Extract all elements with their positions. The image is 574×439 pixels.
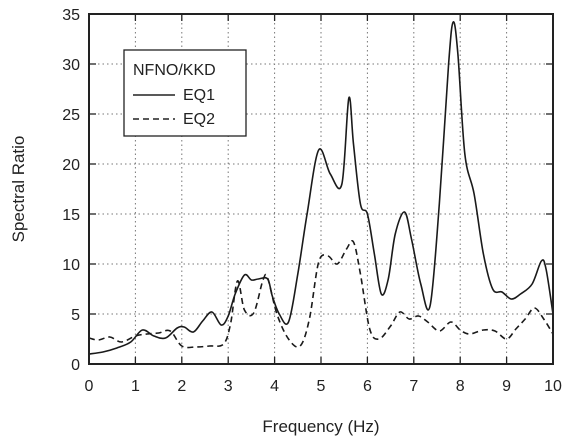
x-tick-label: 7: [409, 378, 418, 395]
legend-box: [123, 49, 247, 137]
series-layer: [88, 21, 554, 355]
y-axis-label: Spectral Ratio: [9, 136, 28, 243]
legend: NFNO/KKD EQ1 EQ2: [123, 49, 247, 137]
x-tick-label: 4: [270, 378, 279, 395]
y-tick-label: 0: [71, 357, 80, 374]
series-line-eq1: [88, 21, 554, 355]
x-tick-label: 3: [224, 378, 233, 395]
y-tick-label: 25: [62, 107, 80, 124]
x-tick-label: 5: [317, 378, 326, 395]
y-tick-label: 35: [62, 7, 80, 24]
x-tick-label: 9: [502, 378, 511, 395]
y-tick-label: 5: [71, 307, 80, 324]
y-tick-label: 30: [62, 57, 80, 74]
legend-label-eq1: EQ1: [183, 87, 215, 104]
x-tick-label: 0: [85, 378, 94, 395]
y-tick-label: 10: [62, 257, 80, 274]
x-tick-label: 2: [177, 378, 186, 395]
x-tick-label: 8: [456, 378, 465, 395]
ticks: 0 1 2 3 4 5 6 7 8 9 10 0 5 10 15 20 25 30 35: [62, 7, 562, 395]
x-tick-label: 1: [131, 378, 140, 395]
y-tick-label: 15: [62, 207, 80, 224]
legend-title: NFNO/KKD: [133, 62, 216, 79]
x-tick-label: 6: [363, 378, 372, 395]
x-tick-label: 10: [544, 378, 562, 395]
x-axis-label: Frequency (Hz): [262, 417, 379, 436]
legend-label-eq2: EQ2: [183, 111, 215, 128]
y-tick-label: 20: [62, 157, 80, 174]
